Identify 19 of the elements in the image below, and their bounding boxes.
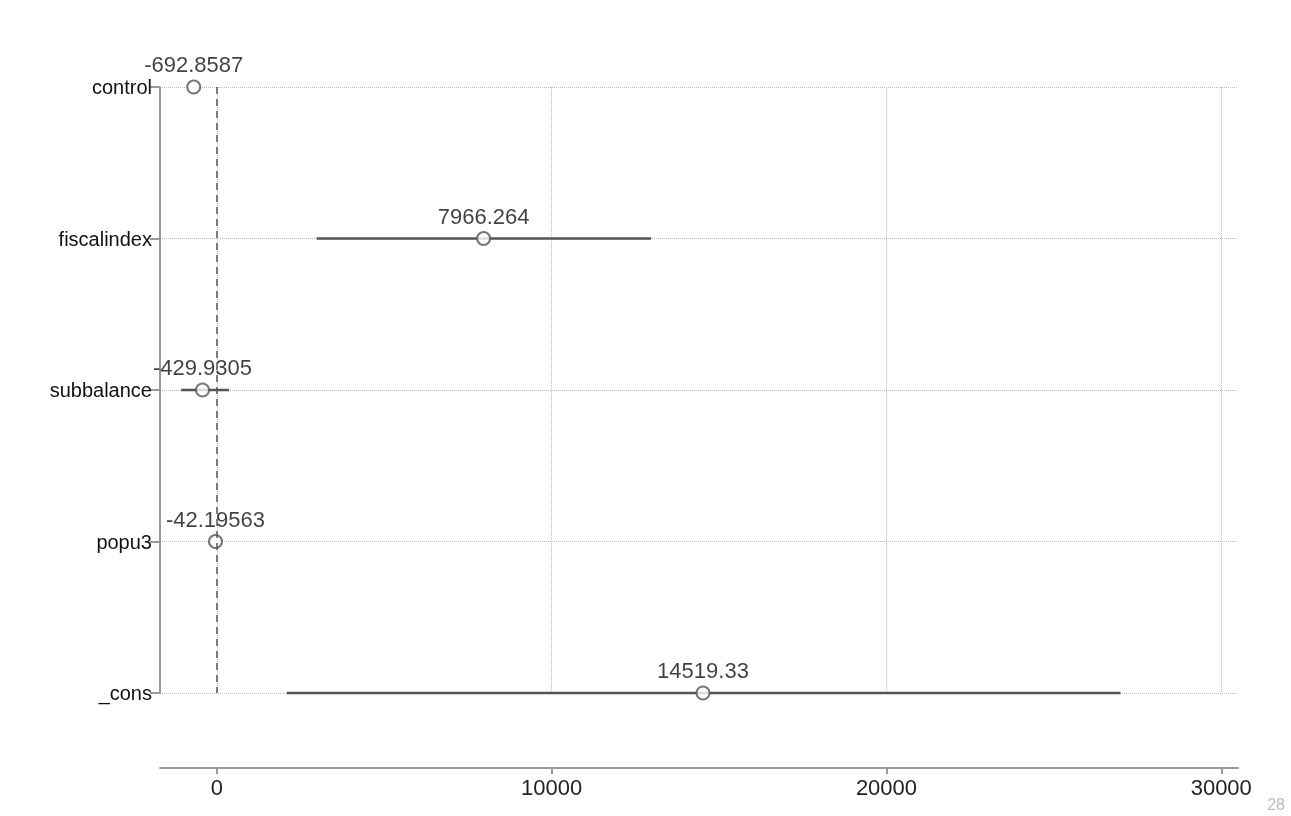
y-tick-label: _cons <box>97 682 152 705</box>
data-label: -429.9305 <box>152 355 253 380</box>
x-tick-label: 30000 <box>1190 774 1252 800</box>
x-tick-label: 0 <box>210 774 224 800</box>
x-tick-label: 10000 <box>521 774 583 800</box>
y-tick-label: fiscalindex <box>58 227 152 250</box>
point <box>695 685 711 701</box>
y-tick-label: popu3 <box>96 530 152 553</box>
point <box>186 79 202 95</box>
x-tick-label: 20000 <box>855 774 918 800</box>
data-label: -692.8587 <box>144 52 244 77</box>
point <box>476 231 492 246</box>
data-label: 7966.264 <box>437 203 530 229</box>
y-tick-label: control <box>91 76 152 98</box>
data-label: -42.19563 <box>165 506 266 532</box>
y-tick-label: subbalance <box>49 379 152 401</box>
text: 28 <box>1267 795 1286 813</box>
data-label: 14519.33 <box>657 658 749 683</box>
point <box>195 382 211 398</box>
